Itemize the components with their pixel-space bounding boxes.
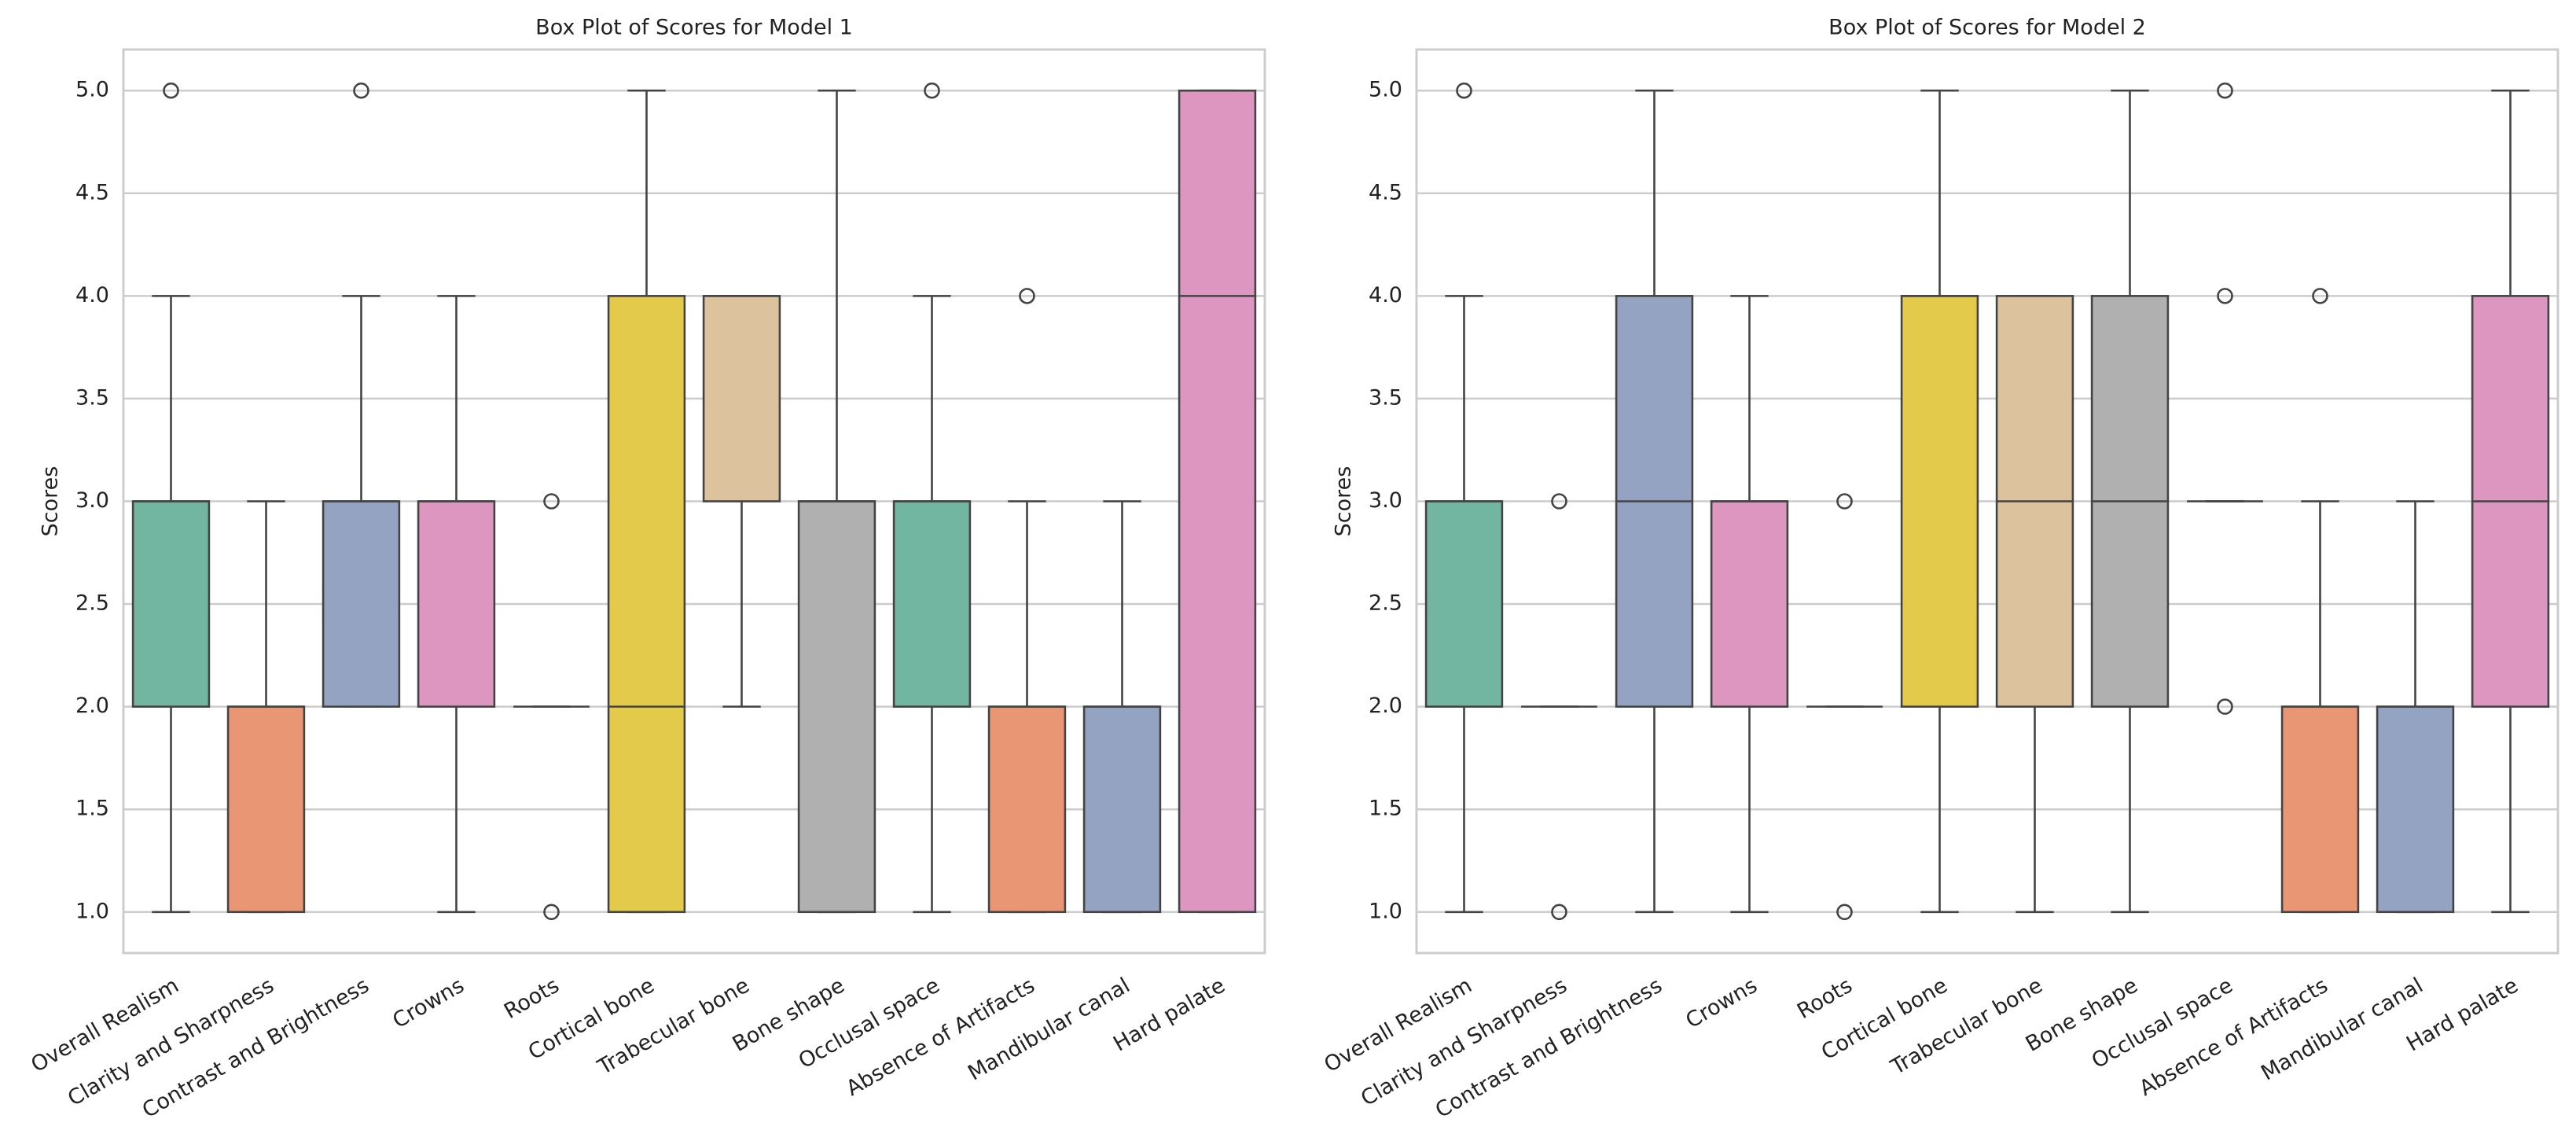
- box: [1900, 295, 1979, 708]
- outlier: [924, 82, 940, 99]
- box: [2280, 705, 2360, 914]
- y-tick-label: 5.0: [75, 78, 109, 102]
- axes-frame: [122, 48, 1266, 955]
- outlier: [543, 904, 560, 921]
- y-tick-label: 4.0: [1369, 283, 1402, 307]
- y-axis-label: Scores: [1332, 466, 1356, 537]
- chart-title: Box Plot of Scores for Model 1: [535, 16, 853, 40]
- x-tick-label: Mandibular canal: [964, 974, 1134, 1086]
- outlier: [1456, 82, 1472, 99]
- box: [797, 500, 876, 914]
- y-tick-label: 5.0: [1369, 78, 1402, 102]
- y-tick-label: 1.0: [1369, 899, 1402, 923]
- y-tick-label: 2.0: [75, 694, 109, 718]
- y-axis-label: Scores: [39, 466, 63, 537]
- y-tick-label: 4.5: [75, 180, 109, 204]
- box: [417, 500, 496, 708]
- box: [987, 705, 1067, 914]
- box: [1710, 500, 1789, 708]
- outlier: [1836, 493, 1853, 510]
- y-tick-label: 4.5: [1369, 180, 1402, 204]
- y-tick-label: 3.5: [75, 385, 109, 410]
- outlier: [1019, 288, 1035, 304]
- box: [607, 295, 686, 914]
- y-tick-label: 2.0: [1369, 694, 1402, 718]
- outlier: [543, 493, 560, 510]
- y-tick-label: 2.5: [75, 591, 109, 616]
- x-tick-label: Roots: [500, 974, 564, 1024]
- box: [702, 295, 781, 502]
- box: [2376, 705, 2455, 914]
- box: [1178, 89, 1257, 914]
- y-tick-label: 3.0: [75, 488, 109, 513]
- outlier: [2217, 698, 2233, 715]
- box: [322, 500, 401, 708]
- box: [131, 500, 211, 708]
- chart-title: Box Plot of Scores for Model 2: [1828, 16, 2146, 40]
- outlier: [2312, 288, 2328, 304]
- x-tick-label: Crowns: [388, 974, 468, 1033]
- outlier: [2217, 82, 2233, 99]
- outlier: [353, 82, 369, 99]
- outlier: [1551, 904, 1567, 921]
- y-tick-label: 2.5: [1369, 591, 1402, 616]
- x-tick-label: Roots: [1793, 974, 1857, 1024]
- box: [1424, 500, 1504, 708]
- outlier: [1836, 904, 1853, 921]
- box: [226, 705, 306, 914]
- y-tick-label: 4.0: [75, 283, 109, 307]
- outlier: [163, 82, 179, 99]
- y-tick-label: 1.0: [75, 899, 109, 923]
- outlier: [2217, 288, 2233, 304]
- outlier: [1551, 493, 1567, 510]
- box: [892, 500, 972, 708]
- x-tick-label: Crowns: [1681, 974, 1761, 1033]
- x-tick-label: Mandibular canal: [2257, 974, 2427, 1086]
- y-tick-label: 3.0: [1369, 488, 1402, 513]
- box: [1082, 705, 1162, 914]
- y-tick-label: 3.5: [1369, 385, 1402, 410]
- y-tick-label: 1.5: [1369, 797, 1402, 821]
- axes-frame: [1415, 48, 2559, 955]
- y-tick-label: 1.5: [75, 797, 109, 821]
